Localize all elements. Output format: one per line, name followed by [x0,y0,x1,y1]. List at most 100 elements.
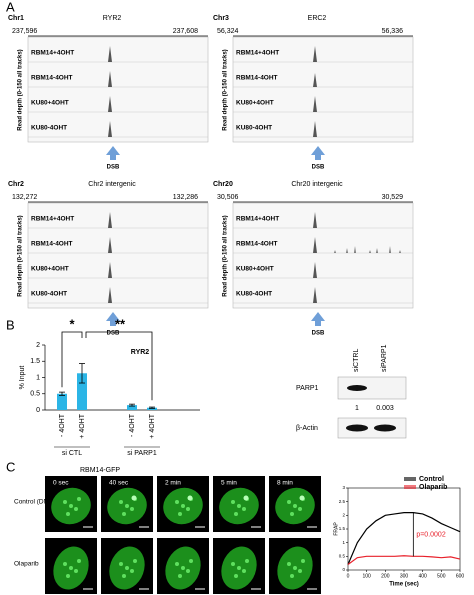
x-tick-label: 300 [400,573,409,579]
speckle [181,566,185,570]
speckle [178,512,182,516]
y-tick-label: 2 [342,513,345,518]
sample-label: RBM14-4OHT [31,241,73,248]
speckle [66,574,70,578]
dsb-arrow [106,312,120,326]
sample-label: KU80-4OHT [31,125,67,132]
x-tick-label: + 4OHT [149,413,156,438]
speckle [242,569,246,573]
y-tick-label: 1.5 [339,526,346,531]
speckle [290,512,294,516]
y-tick-label: 0 [36,407,40,414]
bar [147,407,157,410]
speckle [287,562,291,566]
panel-label: C [6,459,15,474]
chart-title: RYR2 [131,349,150,356]
timepoint-label: 40 sec [109,480,129,487]
quantification: 1 [355,405,359,412]
peak [313,96,317,112]
peak [108,237,112,253]
sample-label: RBM14+4OHT [31,50,74,57]
speckle [125,504,129,508]
minor-peak [389,246,391,253]
coordinate-start: 132,272 [12,194,37,201]
peak [108,212,112,228]
speckle [77,497,81,501]
y-axis-label: Read depth (0-150 all tracks) [223,215,229,296]
y-tick-label: 1 [36,374,40,381]
timepoint-label: 0 sec [53,480,69,487]
minor-peak [376,248,378,253]
panel-label: B [6,317,15,332]
peak [313,73,317,87]
significance: ** [115,316,126,331]
sample-label: RBM14-4OHT [31,75,73,82]
speckle [122,574,126,578]
peak [313,46,317,62]
speckle [186,507,190,511]
chromosome-label: Chr2 [8,181,24,188]
protein-label: β-Actin [296,425,318,432]
speckle [175,500,179,504]
legend-swatch [404,485,416,489]
x-tick-label: 500 [437,573,446,579]
x-tick-label: + 4OHT [79,413,86,438]
region-label: ERC2 [308,15,327,22]
speckle [293,504,297,508]
legend-label: Olaparib [419,484,447,491]
band [347,385,367,391]
sample-label: RBM14+4OHT [31,216,74,223]
significance-bracket [61,331,83,388]
chromosome-label: Chr20 [213,181,233,188]
sample-label: KU80+4OHT [236,100,274,107]
condition-label: Olaparib [14,561,39,568]
speckle [231,500,235,504]
sample-label: RBM14+4OHT [236,50,279,57]
speckle [178,574,182,578]
speckle [290,574,294,578]
dsb-arrow [311,312,325,326]
condition-label: Control (DMSO) [14,499,61,506]
peak [108,46,112,62]
speckle [237,504,241,508]
y-tick-label: 0.5 [30,391,40,398]
track-box [232,202,414,309]
peak [313,237,317,253]
significance: * [69,316,75,331]
y-tick-label: 2.5 [339,499,346,504]
track-box [27,202,209,309]
dsb-spot [187,495,193,501]
coordinate-end: 56,336 [382,28,404,35]
peak [313,287,317,303]
x-tick-label: - 4OHT [129,413,136,437]
group-label: si PARP1 [127,450,157,457]
x-tick-label: 100 [362,573,371,579]
peak [313,121,317,137]
speckle [125,566,129,570]
coordinate-start: 30,506 [217,194,239,201]
speckle [298,507,302,511]
x-tick-label: 200 [381,573,390,579]
peak [313,212,317,228]
minor-peak [346,248,348,253]
speckle [63,500,67,504]
speckle [242,507,246,511]
dsb-spot [243,495,249,501]
sample-label: RBM14-4OHT [236,75,278,82]
speckle [119,562,123,566]
coordinate-end: 132,286 [173,194,198,201]
blot [337,417,407,439]
blot [337,376,407,400]
dsb-label: DSB [107,165,120,171]
speckle [189,559,193,563]
coordinate-end: 237,608 [173,28,198,35]
p-value: p=0.0002 [416,531,445,538]
speckle [66,512,70,516]
y-tick-label: 2 [36,342,40,349]
speckle [119,500,123,504]
speckle [293,566,297,570]
quantification: 0.003 [376,405,394,412]
speckle [77,559,81,563]
speckle [234,512,238,516]
